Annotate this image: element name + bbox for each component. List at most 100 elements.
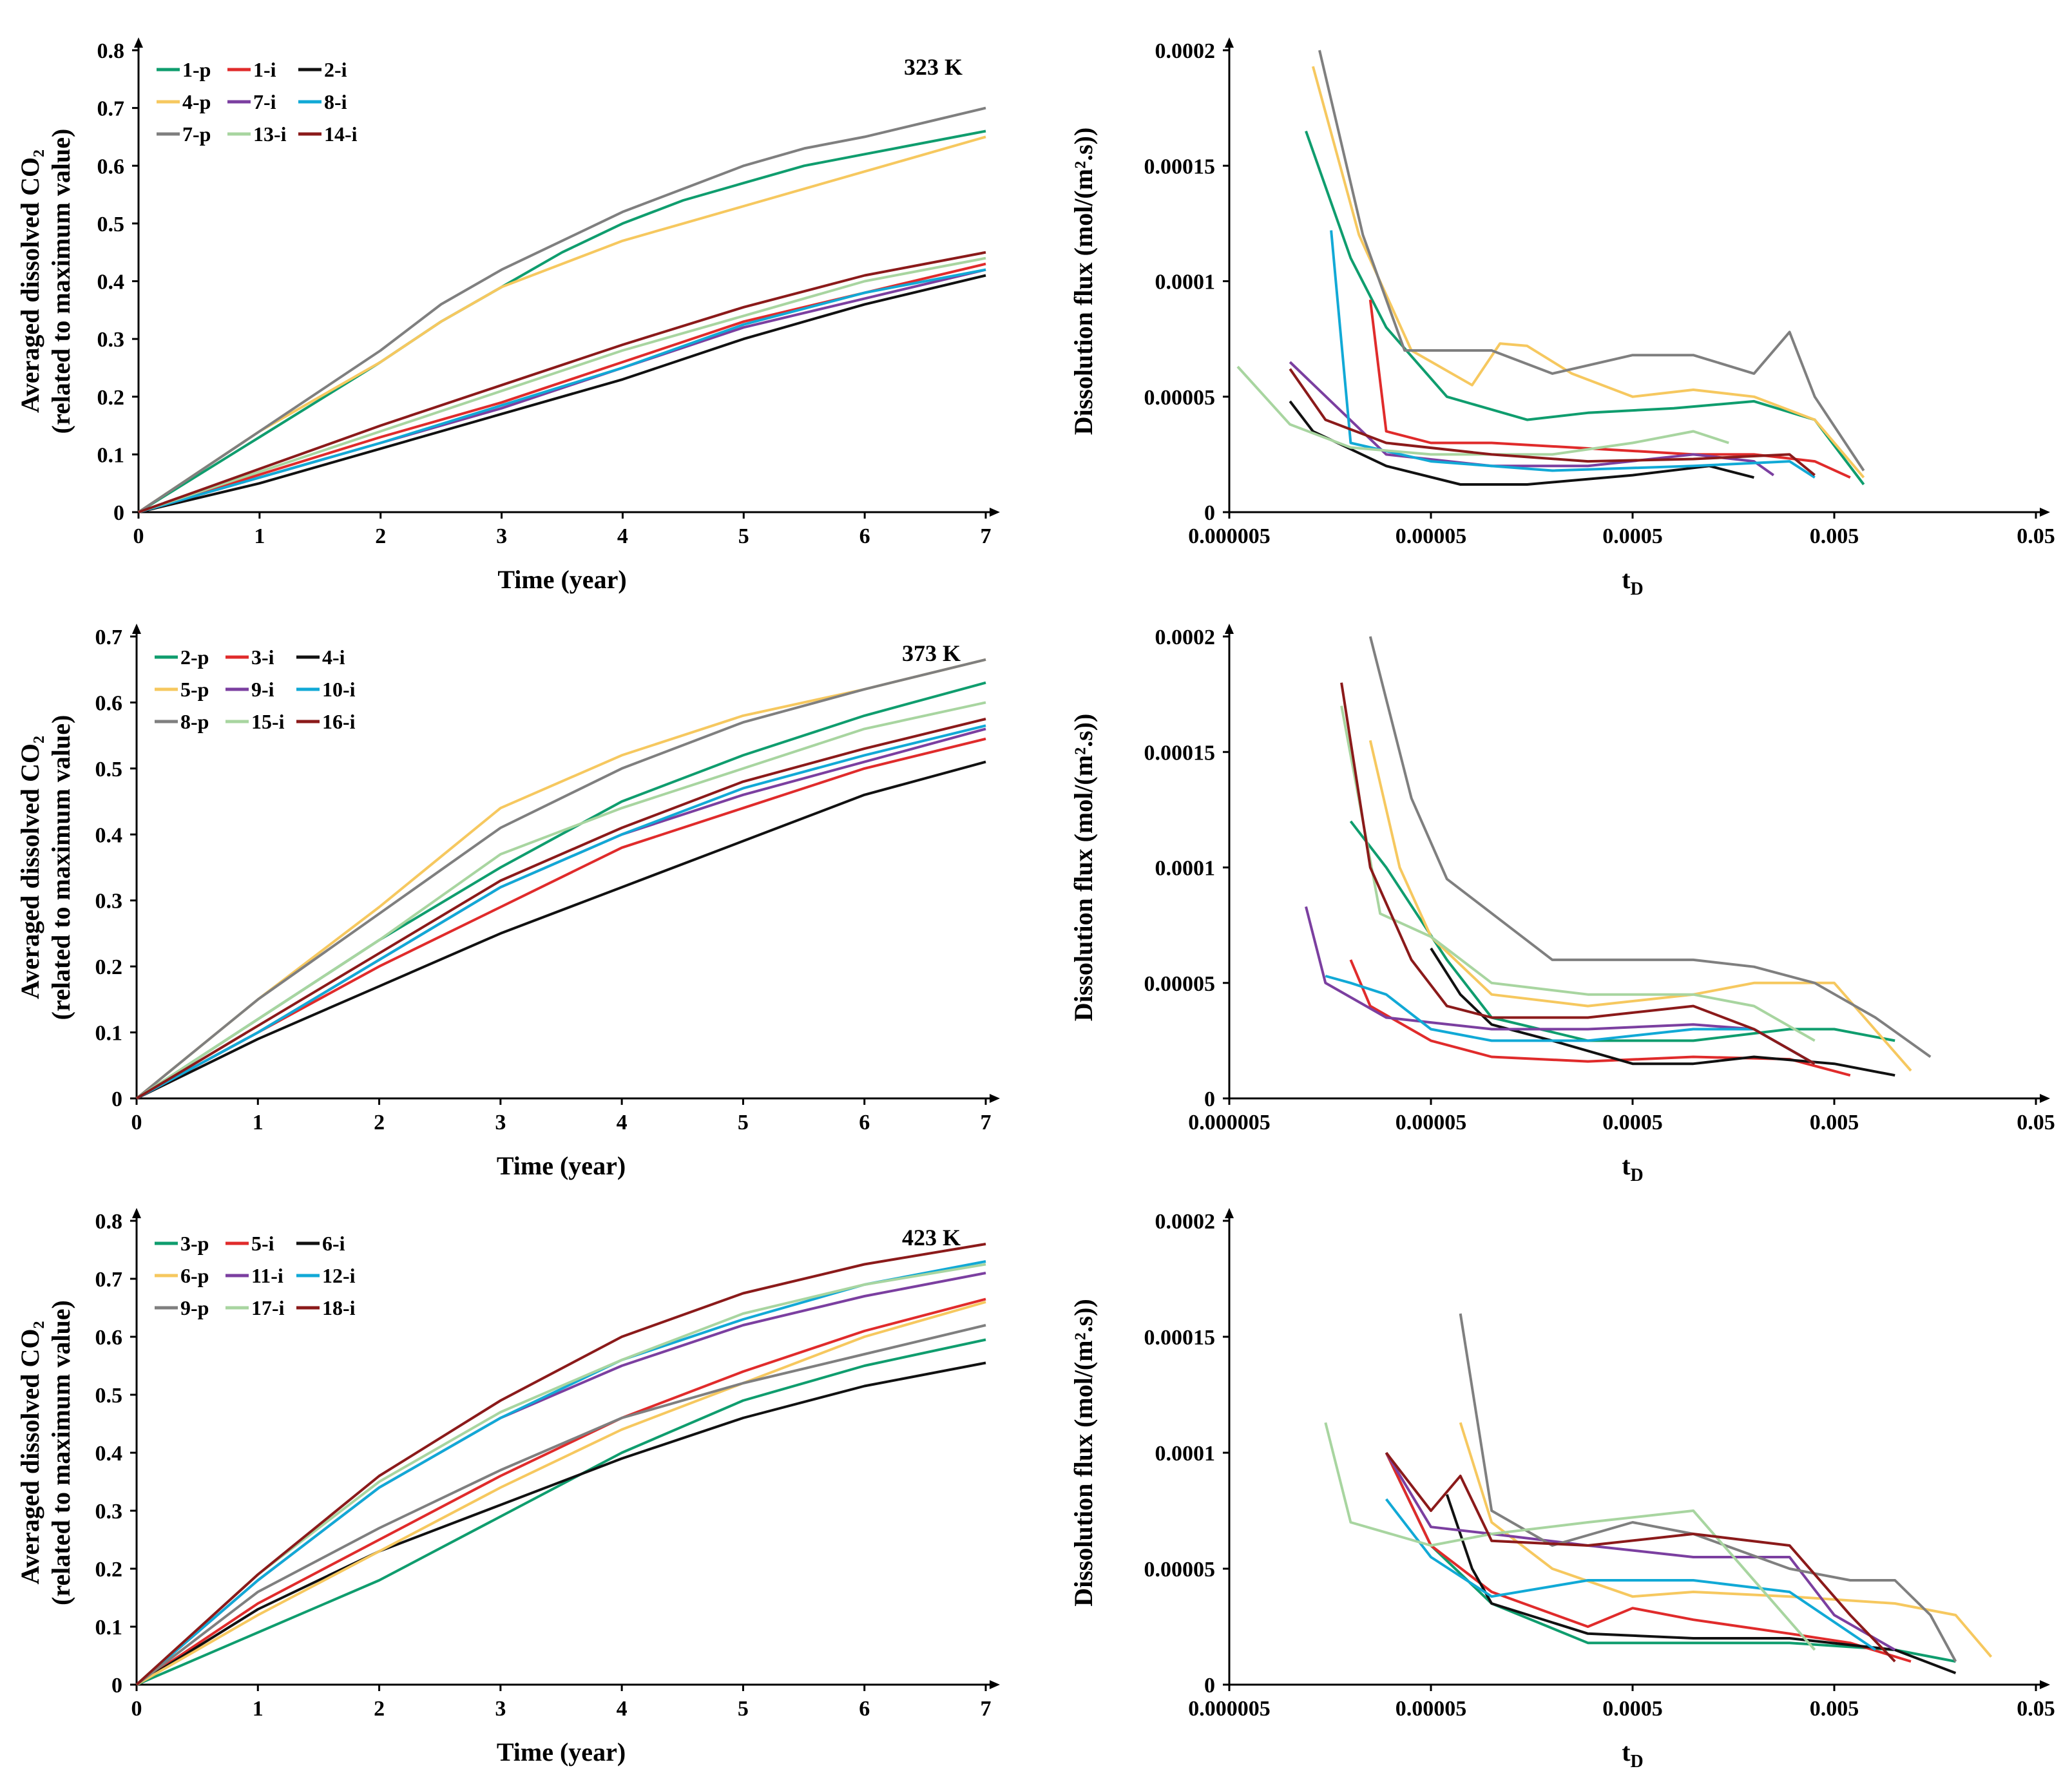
y-tick-label: 0.00015: [1144, 155, 1216, 178]
x-tick-label: 0.000005: [1188, 524, 1271, 548]
y-tick-label: 0.7: [97, 97, 125, 121]
x-tick-label: 7: [981, 1697, 992, 1721]
y-axis-label-line1: Averaged dissolved CO₂: [15, 1321, 44, 1584]
legend-label: 12-i: [322, 1264, 356, 1287]
series-line-1-p: [1305, 130, 1865, 486]
y-axis-arrow: [1225, 624, 1234, 634]
y-axis-label: Dissolution flux (mol/(m².s)): [1069, 128, 1098, 435]
y-tick-label: 0.2: [97, 386, 125, 410]
legend-label: 1-p: [182, 58, 211, 81]
legend-label: 2-i: [324, 58, 347, 81]
y-tick-label: 0.1: [95, 1616, 123, 1640]
x-tick-label: 6: [859, 1111, 870, 1134]
series-line-12-i: [1385, 1498, 1877, 1651]
series-line-17-i: [1324, 1422, 1816, 1651]
series-line-17-i: [135, 1263, 986, 1686]
y-tick-label: 0: [111, 1674, 122, 1698]
x-tick-label: 4: [617, 524, 628, 548]
y-tick-label: 0.4: [95, 1442, 123, 1466]
y-axis-label-line2: (related to maximum value): [46, 129, 75, 434]
x-axis-label: tD: [1622, 1151, 1644, 1185]
x-axis-arrow: [2040, 508, 2050, 517]
chart-panel-6: 0.000005 0.00005 0.0005 0.005 0.05 0 0.00005 0.…: [1069, 1208, 2055, 1772]
y-tick-label: 0.6: [95, 691, 123, 715]
y-tick-label: 0.7: [95, 626, 123, 649]
legend-label: 8-p: [180, 710, 209, 733]
y-tick-label: 0.3: [95, 890, 123, 914]
x-tick-label: 0.00005: [1396, 1697, 1467, 1721]
x-axis-label: Time (year): [497, 565, 626, 594]
x-tick-label: 3: [495, 1111, 506, 1134]
temperature-label: 373 K: [902, 640, 961, 666]
series-line-1-p: [137, 129, 986, 513]
x-tick-label: 1: [253, 1111, 264, 1134]
y-axis-arrow: [1225, 37, 1234, 48]
series-line-3-p: [136, 1338, 986, 1686]
series-line-10-i: [136, 724, 986, 1100]
series-line-5-i: [135, 1297, 986, 1686]
y-tick-label: 0.5: [97, 213, 125, 236]
series-line-16-i: [135, 718, 986, 1100]
series-line-18-i: [1385, 1451, 1896, 1663]
x-tick-label: 0.000005: [1188, 1111, 1271, 1134]
legend-label: 4-p: [182, 90, 211, 113]
series-line-7-i: [1289, 361, 1774, 477]
x-tick-label: 2: [374, 1111, 385, 1134]
x-axis-arrow: [990, 508, 1000, 517]
legend-label: 9-p: [180, 1296, 209, 1319]
legend-label: 4-i: [322, 646, 345, 669]
series-line-6-p: [1459, 1422, 1993, 1658]
legend-label: 9-i: [251, 678, 274, 701]
x-axis-label-main: t: [1622, 565, 1631, 594]
x-tick-label: 0.05: [2017, 1111, 2055, 1134]
x-tick-label: 7: [981, 524, 992, 548]
x-tick-label: 0.00005: [1396, 524, 1467, 548]
y-tick-label: 0.0001: [1155, 857, 1216, 881]
y-axis-label-line2: (related to maximum value): [46, 715, 75, 1020]
series-line-15-i: [1340, 705, 1816, 1042]
x-axis-label: tD: [1622, 565, 1644, 599]
x-tick-label: 0.00005: [1396, 1111, 1467, 1134]
legend-label: 6-p: [180, 1264, 209, 1287]
x-tick-label: 0.005: [1810, 524, 1859, 548]
x-tick-label: 2: [375, 524, 386, 548]
legend-label: 13-i: [253, 122, 287, 146]
x-axis-label: tD: [1622, 1737, 1644, 1772]
series-line-16-i: [1340, 682, 1816, 1065]
series-line-3-p: [1385, 1452, 1956, 1663]
series-line-6-i: [135, 1361, 986, 1686]
series-line-9-p: [135, 1324, 986, 1686]
series-line-2-i: [1289, 400, 1754, 486]
y-tick-label: 0.6: [95, 1326, 123, 1350]
series-line-10-i: [1325, 975, 1816, 1065]
y-tick-label: 0.6: [97, 155, 125, 178]
legend-label: 16-i: [322, 710, 356, 733]
series-line-14-i: [138, 251, 986, 513]
x-axis-label-main: t: [1622, 1737, 1631, 1766]
legend-label: 11-i: [251, 1264, 283, 1287]
series-line-8-i: [1330, 230, 1816, 479]
series-line-7-p: [1318, 50, 1865, 472]
legend-label: 3-i: [251, 646, 274, 669]
y-axis-arrow: [132, 624, 141, 634]
series-line-12-i: [135, 1260, 986, 1686]
y-tick-label: 0.0002: [1155, 39, 1216, 63]
series-line-11-i: [135, 1272, 986, 1686]
x-tick-label: 5: [738, 1697, 749, 1721]
x-tick-label: 1: [253, 1697, 264, 1721]
legend-label: 10-i: [322, 678, 356, 701]
x-tick-label: 0.000005: [1188, 1697, 1271, 1721]
y-axis-label-line1: Averaged dissolved CO₂: [15, 149, 44, 413]
x-tick-label: 7: [981, 1111, 992, 1134]
series-line-2-i: [138, 274, 986, 513]
y-tick-label: 0.00005: [1144, 1558, 1216, 1582]
x-axis-label-subscript: D: [1631, 579, 1644, 599]
series-line-7-p: [137, 106, 986, 513]
series-line-5-i: [1385, 1452, 1912, 1663]
x-tick-label: 4: [617, 1697, 628, 1721]
x-tick-label: 3: [495, 1697, 506, 1721]
series-line-15-i: [135, 701, 986, 1100]
y-tick-label: 0: [1204, 1087, 1215, 1111]
y-axis-label: Dissolution flux (mol/(m².s)): [1069, 714, 1098, 1022]
